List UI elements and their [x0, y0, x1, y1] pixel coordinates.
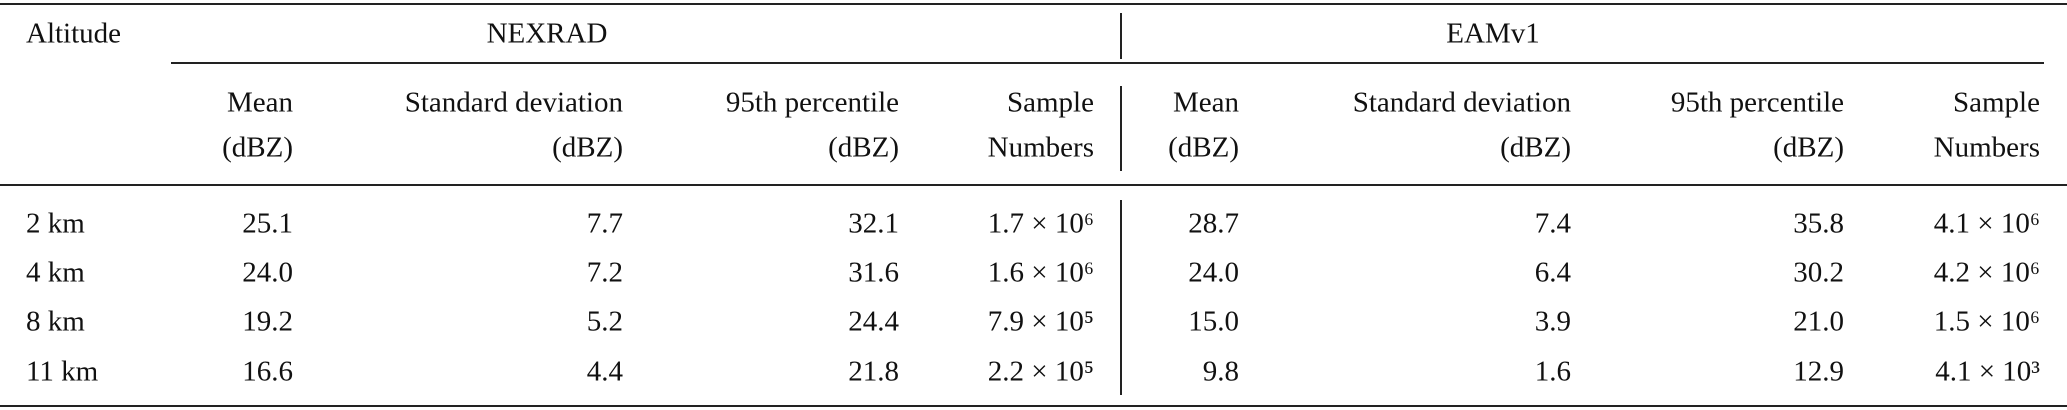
- divider: [1120, 86, 1122, 171]
- column-header: (dBZ): [1168, 131, 1239, 164]
- value-cell: 6.4: [1534, 256, 1571, 289]
- column-header: Sample: [1007, 86, 1094, 119]
- value-cell: 7.7: [586, 207, 623, 240]
- value-cell: 4.1 × 10³: [1935, 355, 2040, 388]
- column-header: 95th percentile: [1670, 86, 1844, 119]
- group-header: EAMv1: [1446, 17, 1540, 50]
- value-cell: 4.1 × 10⁶: [1933, 207, 2040, 240]
- altitude-header: Altitude: [26, 17, 122, 50]
- bottom-rule: [0, 405, 2067, 407]
- value-cell: 1.5 × 10⁶: [1933, 305, 2040, 338]
- value-cell: 7.2: [586, 256, 623, 289]
- value-cell: 35.8: [1793, 207, 1844, 240]
- group-rule: [171, 62, 2044, 64]
- value-cell: 24.0: [1188, 256, 1239, 289]
- top-rule: [0, 3, 2067, 5]
- column-header: Numbers: [987, 131, 1094, 164]
- value-cell: 16.6: [242, 355, 293, 388]
- column-header: 95th percentile: [725, 86, 899, 119]
- column-header: (dBZ): [222, 131, 293, 164]
- altitude-cell: 11 km: [26, 355, 99, 388]
- value-cell: 7.4: [1534, 207, 1571, 240]
- group-header: NEXRAD: [486, 17, 608, 50]
- altitude-cell: 8 km: [26, 305, 85, 338]
- value-cell: 30.2: [1793, 256, 1844, 289]
- altitude-cell: 2 km: [26, 207, 85, 240]
- value-cell: 4.2 × 10⁶: [1933, 256, 2040, 289]
- altitude-cell: 4 km: [26, 256, 85, 289]
- column-header: Numbers: [1933, 131, 2040, 164]
- column-header: Mean: [226, 86, 293, 119]
- divider: [1120, 200, 1122, 395]
- column-header: (dBZ): [552, 131, 623, 164]
- column-header: (dBZ): [1773, 131, 1844, 164]
- value-cell: 19.2: [242, 305, 293, 338]
- value-cell: 25.1: [242, 207, 293, 240]
- value-cell: 4.4: [586, 355, 623, 388]
- value-cell: 12.9: [1793, 355, 1844, 388]
- value-cell: 5.2: [586, 305, 623, 338]
- value-cell: 24.0: [242, 256, 293, 289]
- column-header: Mean: [1172, 86, 1239, 119]
- value-cell: 28.7: [1188, 207, 1239, 240]
- value-cell: 21.0: [1793, 305, 1844, 338]
- header-rule: [0, 184, 2067, 186]
- column-header: Standard deviation: [1352, 86, 1571, 119]
- value-cell: 1.6: [1534, 355, 1571, 388]
- value-cell: 21.8: [848, 355, 899, 388]
- value-cell: 32.1: [848, 207, 899, 240]
- column-header: Sample: [1953, 86, 2040, 119]
- column-header: Standard deviation: [404, 86, 623, 119]
- value-cell: 31.6: [848, 256, 899, 289]
- value-cell: 24.4: [848, 305, 899, 338]
- value-cell: 7.9 × 10⁵: [987, 305, 1094, 338]
- value-cell: 2.2 × 10⁵: [987, 355, 1094, 388]
- value-cell: 9.8: [1202, 355, 1239, 388]
- column-header: (dBZ): [828, 131, 899, 164]
- column-header: (dBZ): [1500, 131, 1571, 164]
- value-cell: 1.6 × 10⁶: [987, 256, 1094, 289]
- value-cell: 3.9: [1534, 305, 1571, 338]
- value-cell: 1.7 × 10⁶: [987, 207, 1094, 240]
- value-cell: 15.0: [1188, 305, 1239, 338]
- divider: [1120, 13, 1122, 59]
